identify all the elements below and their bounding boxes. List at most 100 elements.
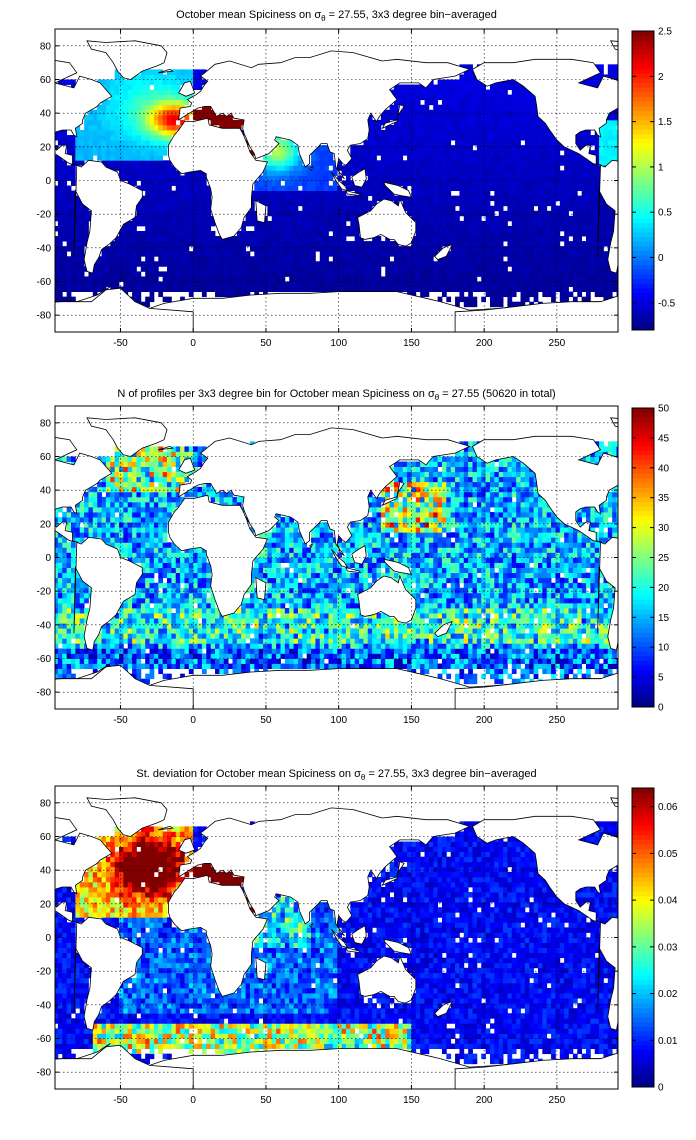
- heatmap-cell: [393, 104, 399, 111]
- heatmap-cell: [71, 522, 76, 528]
- heatmap-cell: [407, 155, 412, 161]
- heatmap-cell: [459, 185, 465, 191]
- colorbar-segment: [632, 259, 654, 266]
- heatmap-cell: [110, 251, 116, 257]
- heatmap-cell: [420, 155, 425, 161]
- heatmap-cell: [607, 291, 613, 298]
- heatmap-cell: [167, 200, 172, 207]
- heatmap-cell: [350, 215, 356, 222]
- heatmap-cell: [503, 155, 508, 161]
- heatmap-cell: [498, 114, 504, 121]
- heatmap-cell: [415, 109, 421, 116]
- heatmap-cell: [337, 281, 342, 287]
- heatmap-cell: [468, 210, 473, 217]
- heatmap-cell: [167, 185, 172, 191]
- heatmap-cell: [101, 140, 107, 146]
- heatmap-cell: [236, 246, 242, 252]
- heatmap-cell: [149, 104, 155, 111]
- heatmap-cell: [337, 205, 342, 212]
- heatmap-cell: [158, 135, 164, 141]
- heatmap-cell: [215, 261, 220, 267]
- heatmap-cell: [559, 215, 565, 222]
- heatmap-cell: [315, 225, 321, 232]
- heatmap-cell: [197, 231, 203, 237]
- heatmap-cell: [599, 225, 604, 232]
- heatmap-cell: [110, 653, 116, 659]
- heatmap-cell: [184, 69, 190, 75]
- heatmap-cell: [92, 668, 98, 675]
- heatmap-cell: [57, 231, 63, 237]
- heatmap-cell: [271, 251, 277, 257]
- heatmap-cell: [359, 155, 364, 161]
- heatmap-cell: [219, 281, 225, 287]
- heatmap-cell: [503, 190, 508, 197]
- heatmap-cell: [481, 241, 487, 247]
- heatmap-cell: [555, 145, 561, 151]
- heatmap-cell: [520, 195, 526, 202]
- heatmap-cell: [481, 84, 487, 90]
- heatmap-cell: [450, 165, 456, 171]
- heatmap-cell: [415, 246, 421, 252]
- heatmap-cell: [481, 266, 487, 272]
- heatmap-cell: [263, 180, 268, 186]
- heatmap-cell: [507, 180, 513, 186]
- heatmap-cell: [468, 145, 473, 151]
- heatmap-cell: [311, 205, 316, 212]
- heatmap-cell: [153, 180, 159, 186]
- heatmap-cell: [537, 271, 543, 277]
- heatmap-cell: [481, 220, 487, 227]
- heatmap-cell: [524, 200, 530, 207]
- heatmap-cell: [428, 195, 434, 202]
- heatmap-cell: [188, 276, 194, 282]
- heatmap-cell: [585, 130, 591, 136]
- heatmap-cell: [472, 140, 478, 146]
- heatmap-cell: [402, 205, 408, 212]
- heatmap-cell: [140, 160, 146, 166]
- heatmap-cell: [284, 140, 290, 146]
- heatmap-cell: [450, 79, 456, 85]
- heatmap-cell: [437, 155, 443, 161]
- heatmap-cell: [511, 130, 517, 136]
- heatmap-cell: [267, 170, 273, 176]
- heatmap-cell: [324, 231, 329, 237]
- heatmap-cell: [503, 220, 508, 227]
- heatmap-cell: [206, 109, 212, 116]
- heatmap-cell: [197, 109, 203, 116]
- heatmap-cell: [101, 266, 107, 272]
- heatmap-cell: [533, 220, 539, 227]
- heatmap-cell: [145, 205, 150, 212]
- heatmap-cell: [459, 104, 465, 111]
- heatmap-cell: [437, 84, 443, 90]
- heatmap-cell: [537, 236, 543, 242]
- heatmap-cell: [393, 256, 399, 262]
- heatmap-cell: [555, 205, 561, 212]
- heatmap-cell: [332, 276, 338, 282]
- heatmap-cell: [280, 241, 286, 247]
- heatmap-cell: [140, 276, 146, 282]
- heatmap-cell: [110, 461, 116, 467]
- heatmap-cell: [110, 160, 116, 166]
- heatmap-cell: [372, 145, 377, 151]
- heatmap-cell: [450, 104, 456, 111]
- heatmap-cell: [507, 271, 513, 277]
- heatmap-cell: [372, 190, 377, 197]
- colorbar-segment: [632, 157, 654, 163]
- heatmap-cell: [105, 491, 111, 498]
- heatmap-cell: [411, 170, 417, 176]
- colorbar-segment: [632, 49, 654, 55]
- heatmap-cell: [293, 236, 299, 242]
- heatmap-cell: [206, 256, 212, 262]
- heatmap-cell: [468, 94, 473, 101]
- heatmap-cell: [79, 160, 85, 166]
- heatmap-cell: [328, 246, 334, 252]
- heatmap-cell: [79, 507, 85, 513]
- heatmap-cell: [498, 140, 504, 146]
- heatmap-cell: [206, 271, 212, 277]
- heatmap-cell: [380, 130, 386, 136]
- heatmap-cell: [271, 281, 277, 287]
- heatmap-cell: [140, 89, 146, 96]
- heatmap-cell: [149, 74, 155, 80]
- heatmap-cell: [306, 261, 312, 267]
- heatmap-cell: [284, 160, 290, 166]
- heatmap-cell: [345, 195, 351, 202]
